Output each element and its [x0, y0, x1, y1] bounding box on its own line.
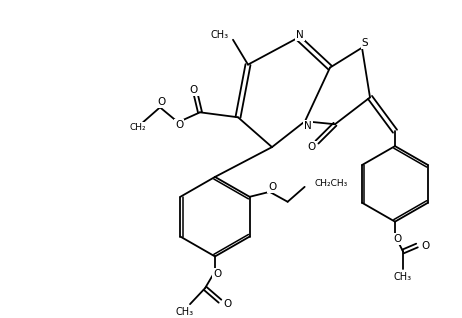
Text: CH₃: CH₃	[211, 30, 229, 40]
Text: O: O	[224, 299, 232, 309]
Text: O: O	[393, 233, 401, 244]
Text: O: O	[268, 182, 277, 192]
Text: CH₂: CH₂	[130, 123, 146, 132]
Text: O: O	[158, 97, 166, 107]
Text: CH₂CH₃: CH₂CH₃	[315, 179, 348, 188]
Text: CH₃: CH₃	[176, 307, 194, 317]
Text: O: O	[308, 142, 316, 152]
Text: N: N	[296, 30, 304, 40]
Text: N: N	[304, 121, 312, 131]
Text: O: O	[190, 86, 198, 95]
Text: S: S	[362, 38, 368, 48]
Text: O: O	[421, 240, 429, 251]
Text: O: O	[213, 269, 221, 279]
Text: CH₃: CH₃	[394, 272, 412, 282]
Text: O: O	[175, 120, 183, 130]
